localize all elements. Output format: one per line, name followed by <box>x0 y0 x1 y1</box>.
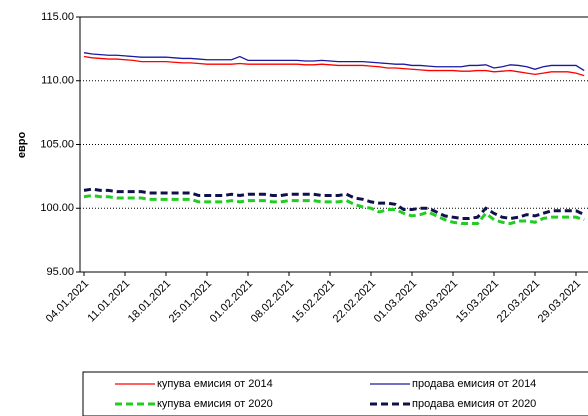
x-tick-label: 08.03.2021 <box>413 278 460 325</box>
y-tick-label: 115.00 <box>41 11 74 23</box>
x-tick-label: 25.01.2021 <box>167 278 214 325</box>
y-tick-label: 100.00 <box>40 202 74 214</box>
y-tick-label: 110.00 <box>41 75 74 87</box>
y-tick-label: 95.00 <box>46 266 74 278</box>
legend <box>82 371 588 416</box>
x-tick-label: 29.03.2021 <box>536 278 583 325</box>
x-tick-label: 11.01.2021 <box>85 278 132 325</box>
series-line <box>83 193 585 226</box>
legend-label: продава емисия от 2014 <box>412 378 536 390</box>
x-tick-label: 01.02.2021 <box>208 278 255 325</box>
x-tick-label: 08.02.2021 <box>249 278 296 325</box>
x-tick-label: 22.03.2021 <box>495 278 542 325</box>
legend-label: купува емисия от 2020 <box>157 398 273 410</box>
legend-label: продава емисия от 2020 <box>412 398 536 410</box>
x-tick-label: 15.03.2021 <box>454 278 501 325</box>
x-tick-label: 18.01.2021 <box>126 278 173 325</box>
series-line <box>83 52 585 72</box>
y-tick-label: 105.00 <box>40 138 74 150</box>
x-tick-label: 01.03.2021 <box>372 278 419 325</box>
plot-frame <box>79 16 588 273</box>
x-tick-label: 22.02.2021 <box>331 278 378 325</box>
legend-label: купува емисия от 2014 <box>157 378 273 390</box>
y-axis-label: евро <box>16 132 28 159</box>
x-tick-label: 15.02.2021 <box>290 278 337 325</box>
series-line <box>83 55 585 77</box>
series-line <box>83 187 585 220</box>
x-tick-label: 04.01.2021 <box>44 278 91 325</box>
